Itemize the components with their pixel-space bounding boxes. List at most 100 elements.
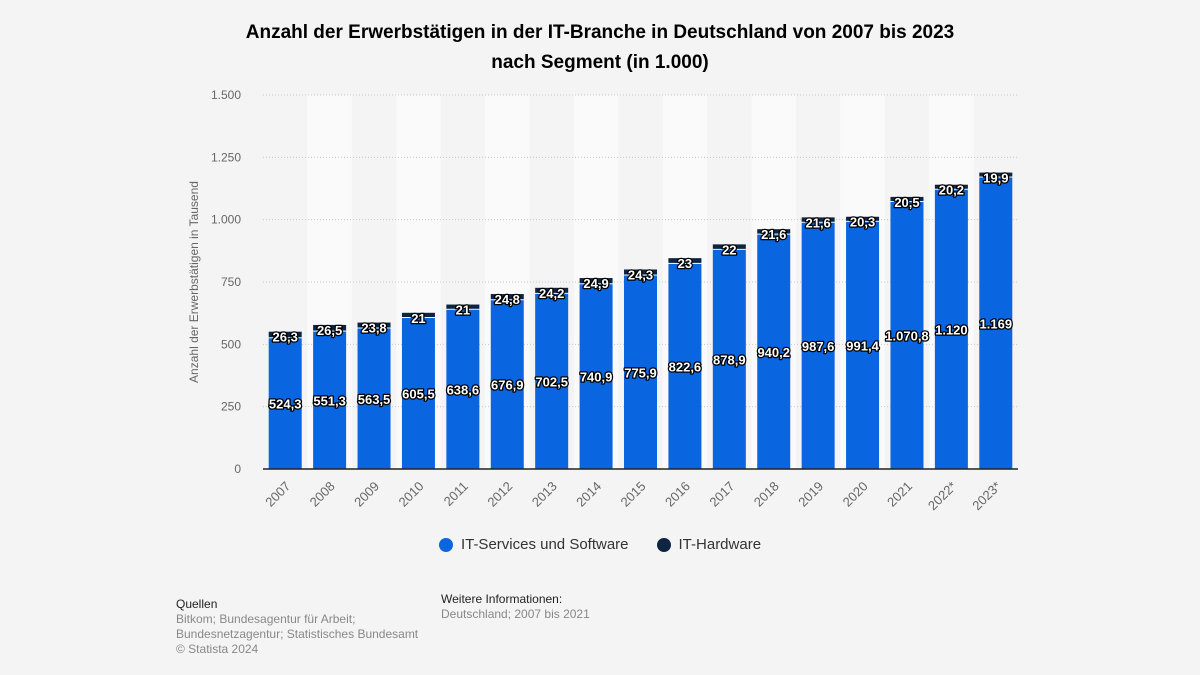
data-label-it-services: 822,6 bbox=[669, 359, 702, 374]
bar-it-services bbox=[890, 202, 924, 470]
data-label-it-hardware: 26,3 bbox=[273, 330, 298, 345]
data-label-it-services: 638,6 bbox=[447, 382, 480, 397]
x-tick-label: 2010 bbox=[396, 479, 427, 510]
x-tick-label: 2015 bbox=[618, 479, 649, 510]
bar-it-services bbox=[668, 263, 702, 469]
y-tick-label: 1.500 bbox=[211, 88, 241, 102]
y-tick-label: 1.250 bbox=[211, 150, 241, 164]
legend-marker-it-services bbox=[438, 537, 453, 552]
chart-title-line-1: Anzahl der Erwerbstätigen in der IT-Bran… bbox=[245, 22, 955, 43]
bar-it-services bbox=[490, 300, 524, 469]
data-label-it-hardware: 21 bbox=[411, 311, 425, 326]
bar-it-hardware bbox=[757, 229, 791, 234]
x-tick-label: 2011 bbox=[441, 479, 471, 509]
x-tick-label: 2009 bbox=[351, 479, 382, 510]
bar-it-services bbox=[934, 189, 968, 469]
legend-label: IT-Services und Software bbox=[460, 536, 629, 553]
data-label-it-services: 991,4 bbox=[846, 338, 879, 353]
bar-it-hardware bbox=[801, 217, 835, 222]
data-label-it-hardware: 19,9 bbox=[983, 171, 1008, 186]
data-label-it-services: 775,9 bbox=[624, 365, 657, 380]
copyright: © Statista 2024 bbox=[176, 642, 259, 656]
bar-it-hardware bbox=[401, 312, 435, 318]
data-label-it-services: 1.120 bbox=[935, 322, 968, 337]
bar-it-hardware bbox=[890, 196, 924, 202]
data-label-it-hardware: 24,3 bbox=[628, 267, 653, 282]
x-tick-label: 2020 bbox=[840, 479, 871, 510]
data-label-it-services: 676,9 bbox=[491, 378, 524, 393]
bar-it-hardware bbox=[624, 269, 657, 275]
data-label-it-hardware: 22 bbox=[722, 242, 736, 257]
x-tick-label: 2021 bbox=[884, 479, 915, 510]
legend: IT-Services und Software IT-Hardware bbox=[0, 536, 1200, 553]
data-label-it-hardware: 26,5 bbox=[317, 323, 342, 338]
chart-title-line-2: nach Segment (in 1.000) bbox=[491, 52, 709, 73]
x-tick-label: 2017 bbox=[706, 479, 737, 510]
bar-it-services bbox=[535, 293, 569, 469]
data-label-it-services: 551,3 bbox=[313, 393, 346, 408]
data-label-it-services: 878,9 bbox=[713, 352, 746, 367]
legend-marker-it-hardware bbox=[656, 537, 671, 552]
data-label-it-services: 702,5 bbox=[535, 374, 568, 389]
y-tick-label: 250 bbox=[221, 400, 241, 414]
bar-it-services bbox=[801, 222, 835, 469]
data-label-it-hardware: 20,5 bbox=[894, 195, 919, 210]
x-tick-label: 2019 bbox=[795, 479, 826, 510]
data-label-it-hardware: 23 bbox=[678, 256, 692, 271]
bar-it-services bbox=[624, 275, 657, 469]
data-label-it-hardware: 23,8 bbox=[361, 321, 386, 336]
bar-it-hardware bbox=[934, 184, 968, 189]
y-tick-label: 750 bbox=[221, 275, 241, 289]
bar-it-services bbox=[268, 338, 302, 469]
data-label-it-services: 563,5 bbox=[358, 392, 391, 407]
bar-it-services bbox=[313, 331, 347, 469]
legend-label: IT-Hardware bbox=[678, 536, 762, 553]
bar-it-hardware bbox=[313, 324, 347, 331]
bar-it-services bbox=[757, 234, 791, 469]
bar-it-services bbox=[446, 309, 480, 469]
x-tick-label: 2016 bbox=[662, 479, 693, 510]
legend-item-it-hardware[interactable]: IT-Hardware bbox=[656, 536, 762, 553]
sources-heading: Quellen bbox=[176, 597, 218, 611]
y-axis-label: Anzahl der Erwerbstätigen in Tausend bbox=[187, 181, 201, 383]
data-label-it-services: 987,6 bbox=[802, 339, 835, 354]
data-label-it-services: 1.070,8 bbox=[885, 329, 928, 344]
data-label-it-services: 940,2 bbox=[757, 345, 790, 360]
data-label-it-hardware: 21,6 bbox=[805, 215, 830, 230]
data-label-it-hardware: 20,2 bbox=[939, 183, 964, 198]
y-tick-label: 1.000 bbox=[211, 213, 241, 227]
bar-it-hardware bbox=[579, 278, 613, 284]
x-tick-label: 2018 bbox=[751, 479, 782, 510]
data-label-it-hardware: 24,8 bbox=[495, 292, 520, 307]
y-tick-label: 0 bbox=[234, 462, 241, 476]
bar-it-hardware bbox=[490, 294, 524, 300]
bar-it-hardware bbox=[712, 244, 746, 249]
bar-it-services bbox=[357, 328, 391, 469]
bar-it-services bbox=[979, 177, 1013, 469]
bar-it-hardware bbox=[846, 216, 880, 221]
bar-it-hardware bbox=[446, 304, 480, 309]
more-info: Weitere Informationen: Deutschland; 2007… bbox=[441, 592, 590, 622]
data-label-it-hardware: 24,2 bbox=[539, 286, 564, 301]
bar-it-hardware bbox=[357, 322, 391, 328]
legend-item-it-services[interactable]: IT-Services und Software bbox=[438, 536, 629, 553]
x-tick-label: 2008 bbox=[307, 479, 338, 510]
info-heading: Weitere Informationen: bbox=[441, 592, 563, 606]
x-tick-label: 2023* bbox=[969, 479, 1004, 514]
bar-it-services bbox=[579, 284, 613, 469]
data-label-it-services: 524,3 bbox=[269, 397, 302, 412]
bar-it-hardware bbox=[535, 287, 569, 293]
data-label-it-services: 605,5 bbox=[402, 387, 435, 402]
x-tick-label: 2007 bbox=[262, 479, 293, 510]
data-label-it-services: 1.169 bbox=[980, 316, 1013, 331]
sources-line: Bitkom; Bundesagentur für Arbeit; bbox=[176, 612, 356, 626]
sources: Quellen Bitkom; Bundesagentur für Arbeit… bbox=[176, 597, 418, 657]
data-label-it-hardware: 24,9 bbox=[583, 276, 608, 291]
chart-title: Anzahl der Erwerbstätigen in der IT-Bran… bbox=[0, 18, 1200, 78]
info-text: Deutschland; 2007 bis 2021 bbox=[441, 607, 590, 621]
bar-it-hardware bbox=[668, 258, 702, 263]
data-label-it-hardware: 21,6 bbox=[761, 227, 786, 242]
bar-it-hardware bbox=[979, 172, 1013, 177]
bar-it-services bbox=[846, 221, 880, 469]
